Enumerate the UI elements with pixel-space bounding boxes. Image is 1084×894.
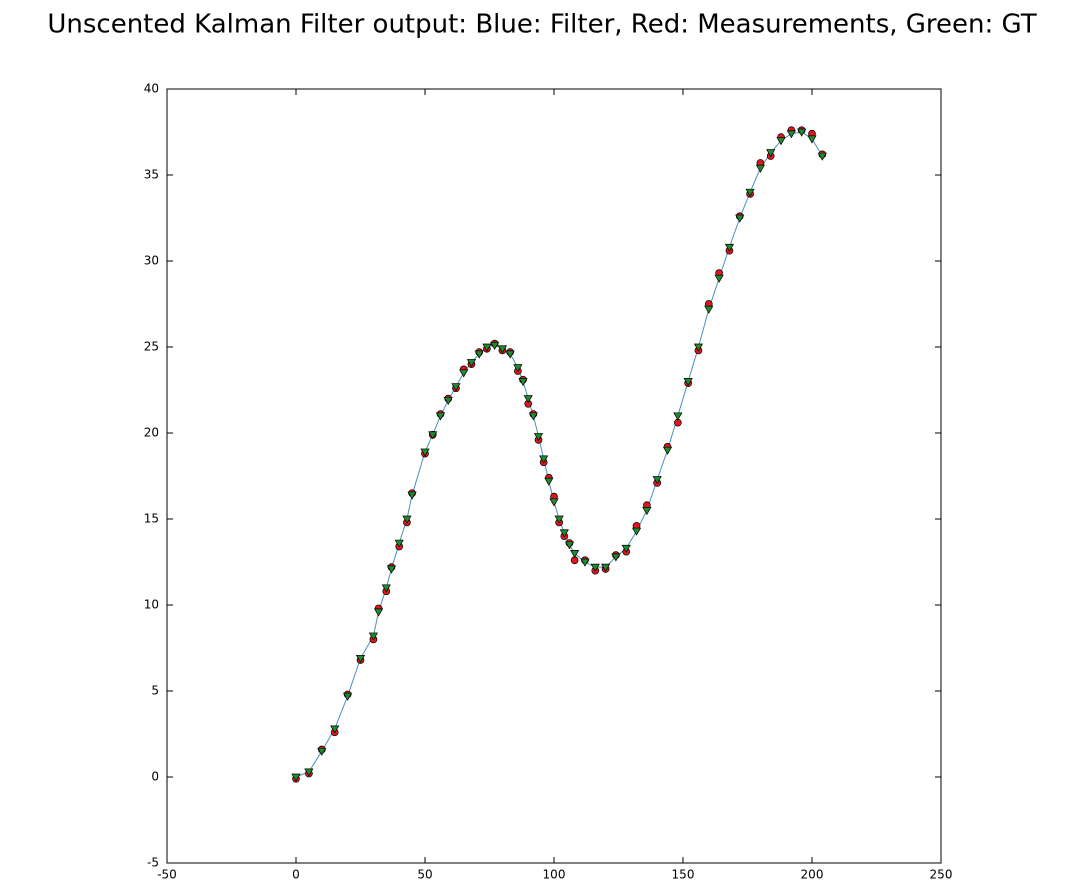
gt-point xyxy=(523,395,533,404)
gt-point xyxy=(600,563,611,572)
x-tick-label: 100 xyxy=(543,868,566,882)
gt-point xyxy=(693,343,704,352)
gt-point xyxy=(683,378,693,387)
x-tick-label: 0 xyxy=(292,868,300,882)
gt-point xyxy=(797,128,807,137)
gt-point xyxy=(735,214,745,223)
gt-point xyxy=(435,412,446,421)
gt-point xyxy=(564,541,575,550)
gt-point xyxy=(407,491,417,500)
gt-point xyxy=(766,149,776,158)
x-tick-label: -50 xyxy=(157,868,177,882)
gt-point xyxy=(497,345,508,354)
gt-point xyxy=(544,477,554,486)
gt-point xyxy=(570,550,580,559)
gt-point xyxy=(443,396,453,406)
gt-point xyxy=(428,431,438,440)
y-tick-label: -5 xyxy=(147,856,159,870)
x-tick-label: 200 xyxy=(801,868,824,882)
gt-point xyxy=(580,558,590,567)
gt-point xyxy=(474,350,484,359)
gt-point xyxy=(745,188,755,197)
gt-point xyxy=(459,369,469,378)
gt-point xyxy=(381,584,391,593)
gt-point xyxy=(402,515,412,524)
gt-point xyxy=(631,527,642,536)
gt-point xyxy=(817,152,827,161)
gt-point xyxy=(704,305,714,314)
gt-point xyxy=(807,135,817,144)
gt-point xyxy=(451,383,461,392)
gt-point xyxy=(304,768,314,777)
gt-point xyxy=(590,563,600,572)
gt-point xyxy=(539,455,549,464)
gt-point xyxy=(554,515,564,524)
y-tick-label: 30 xyxy=(144,254,159,268)
gt-point xyxy=(386,565,397,574)
gt-point xyxy=(786,130,796,139)
gt-point xyxy=(330,725,340,734)
gt-point xyxy=(714,274,724,283)
gt-point xyxy=(291,773,301,782)
y-tick-label: 10 xyxy=(144,598,159,612)
gt-point xyxy=(342,692,353,701)
gt-point xyxy=(621,544,631,553)
gt-point xyxy=(505,350,515,359)
y-tick-label: 25 xyxy=(144,340,159,354)
y-tick-label: 35 xyxy=(144,168,159,182)
y-tick-label: 15 xyxy=(144,512,159,526)
chart-title: Unscented Kalman Filter output: Blue: Fi… xyxy=(47,10,1036,40)
gt-point xyxy=(528,412,538,421)
gt-point xyxy=(724,243,735,252)
gt-point xyxy=(755,164,766,173)
gt-point xyxy=(394,539,404,548)
gt-point xyxy=(662,446,673,455)
y-tick-label: 40 xyxy=(144,82,159,96)
gt-point xyxy=(776,137,786,146)
gt-point xyxy=(466,359,477,368)
y-tick-label: 5 xyxy=(151,684,159,698)
gt-point xyxy=(490,341,500,350)
gt-point xyxy=(368,632,379,641)
x-tick-label: 150 xyxy=(672,868,695,882)
gt-point xyxy=(373,608,384,617)
y-tick-label: 0 xyxy=(151,770,159,784)
x-tick-label: 250 xyxy=(930,868,953,882)
gt-point xyxy=(420,448,430,457)
gt-point xyxy=(317,747,327,756)
gt-point xyxy=(549,498,559,507)
y-tick-label: 20 xyxy=(144,426,159,440)
gt-point xyxy=(642,507,652,516)
gt-point xyxy=(355,654,366,664)
gt-point xyxy=(482,343,492,352)
gt-point xyxy=(559,529,569,538)
x-tick-label: 50 xyxy=(417,868,432,882)
gt-point xyxy=(513,364,523,373)
gt-point xyxy=(673,412,683,421)
filter-line xyxy=(295,131,823,778)
gt-point xyxy=(652,476,662,485)
gt-point xyxy=(533,433,544,442)
gt-point xyxy=(611,553,621,562)
plot-frame xyxy=(166,88,942,864)
gt-point xyxy=(518,378,528,387)
